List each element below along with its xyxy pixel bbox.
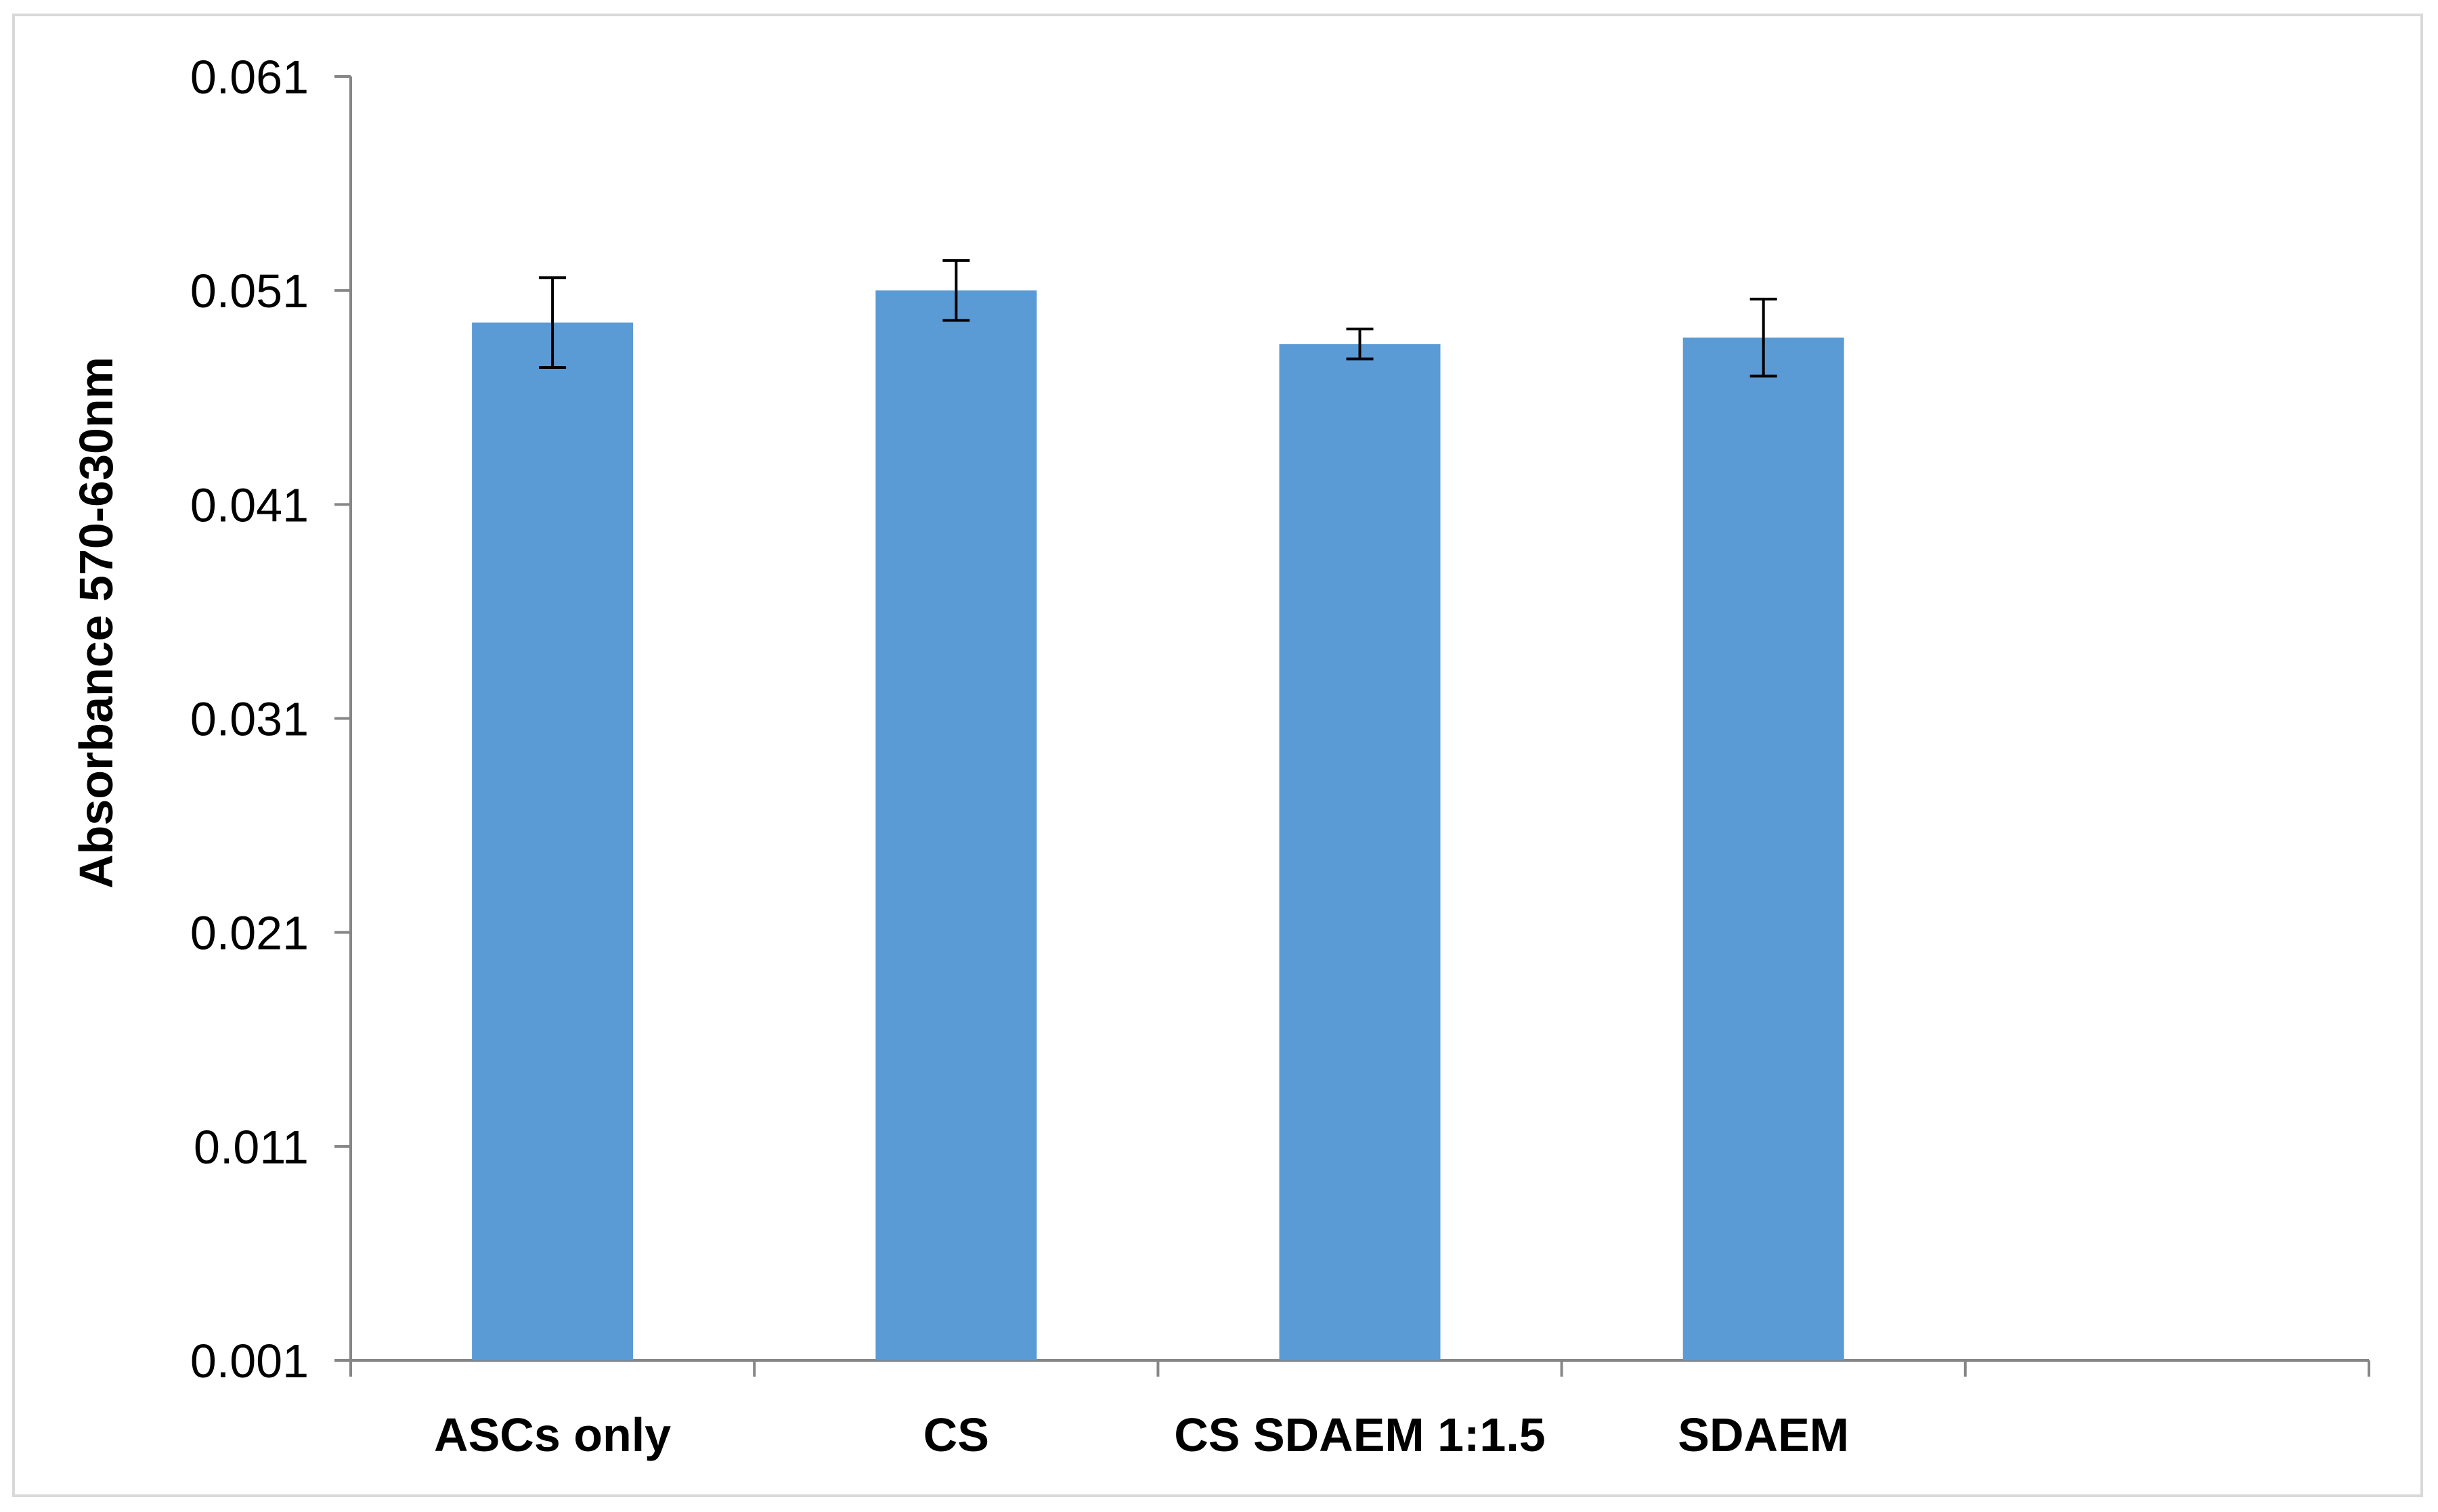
bar	[1682, 337, 1844, 1360]
bars	[472, 290, 1844, 1361]
y-tick-label: 0.041	[190, 479, 309, 531]
y-tick-label: 0.021	[190, 907, 309, 960]
bar	[1279, 344, 1441, 1360]
bar	[875, 290, 1037, 1361]
x-category-label: CS SDAEM 1:1.5	[1174, 1408, 1545, 1461]
y-tick-label: 0.031	[190, 693, 309, 746]
y-axis-title: Absorbance 570-630nm	[70, 357, 123, 889]
x-category-label: ASCs only	[434, 1408, 671, 1461]
x-category-labels: ASCs only CS CS SDAEM 1:1.5 SDAEM	[434, 1408, 1849, 1461]
chart-frame	[12, 14, 2423, 1497]
y-tick-label: 0.011	[194, 1121, 309, 1174]
bar	[472, 322, 634, 1360]
y-tick-labels: 0.001 0.011 0.021 0.031 0.041 0.051 0.061	[190, 51, 309, 1387]
error-bars	[539, 259, 1777, 378]
y-tick-label: 0.061	[190, 51, 309, 104]
x-category-label: CS	[923, 1408, 989, 1461]
y-tick-label: 0.051	[190, 265, 309, 317]
x-category-label: SDAEM	[1678, 1408, 1849, 1461]
y-tick-label: 0.001	[190, 1335, 309, 1387]
